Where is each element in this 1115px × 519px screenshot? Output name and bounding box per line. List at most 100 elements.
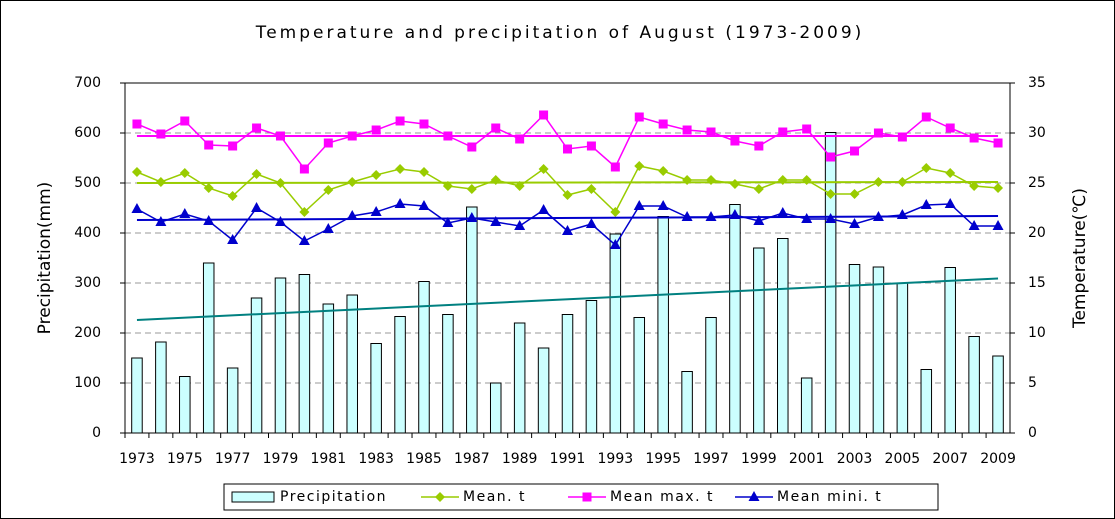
- marker: [945, 123, 955, 133]
- x-tick-label: 1991: [550, 451, 586, 467]
- marker: [729, 179, 740, 189]
- marker: [323, 138, 333, 148]
- marker: [706, 127, 716, 137]
- bar: [226, 367, 239, 434]
- y-tick-label: 0: [92, 425, 101, 441]
- legend-marker: [435, 492, 445, 502]
- x-tick-label: 2003: [837, 451, 873, 467]
- y2-axis-title: Temperature(℃): [1070, 188, 1090, 329]
- marker: [850, 146, 860, 156]
- bar: [537, 347, 550, 434]
- x-tick-label: 2007: [932, 451, 968, 467]
- bar: [872, 266, 885, 434]
- marker: [777, 207, 789, 217]
- marker: [323, 185, 334, 195]
- bar: [753, 247, 765, 434]
- marker: [873, 177, 884, 187]
- marker: [490, 175, 501, 185]
- marker: [347, 177, 358, 187]
- marker: [322, 223, 334, 233]
- marker: [371, 125, 381, 135]
- marker: [538, 204, 550, 214]
- marker: [634, 112, 644, 122]
- marker: [609, 239, 621, 249]
- marker: [825, 213, 837, 223]
- marker: [778, 127, 788, 137]
- bar: [920, 369, 933, 434]
- marker: [227, 191, 238, 201]
- x-tick-label: 1987: [454, 451, 490, 467]
- marker: [706, 175, 717, 185]
- marker: [131, 167, 142, 177]
- marker: [419, 119, 429, 129]
- y2-tick-label: 0: [1028, 425, 1037, 441]
- bar: [729, 204, 741, 434]
- marker: [969, 181, 980, 191]
- x-tick-label: 1989: [502, 451, 538, 467]
- y2-tick-label: 10: [1028, 325, 1046, 341]
- bar: [848, 264, 861, 434]
- bar: [394, 316, 406, 434]
- marker: [418, 200, 430, 210]
- legend-label: Mean max. t: [610, 489, 714, 505]
- x-tick-label: 1973: [119, 451, 155, 467]
- trend-line: [136, 277, 999, 321]
- marker: [204, 140, 214, 150]
- marker: [658, 166, 669, 176]
- marker: [682, 125, 692, 135]
- marker: [299, 164, 309, 174]
- x-tick-label: 2001: [789, 451, 825, 467]
- bar: [322, 303, 335, 434]
- bar: [824, 132, 837, 434]
- y2-tick-label: 20: [1028, 225, 1046, 241]
- marker: [179, 208, 191, 218]
- bar: [992, 355, 1004, 434]
- marker: [610, 207, 621, 217]
- marker: [131, 203, 143, 213]
- marker: [993, 183, 1004, 193]
- marker: [563, 144, 572, 154]
- marker: [155, 177, 166, 187]
- marker: [203, 183, 214, 193]
- marker: [825, 189, 836, 199]
- marker: [802, 124, 812, 134]
- marker: [490, 216, 502, 226]
- x-tick-label: 1997: [693, 451, 729, 467]
- marker: [180, 116, 190, 126]
- marker: [633, 200, 645, 210]
- marker: [466, 212, 478, 222]
- bar: [609, 233, 622, 434]
- marker: [730, 136, 740, 146]
- bar: [250, 297, 263, 434]
- marker: [227, 234, 239, 244]
- marker: [585, 218, 597, 228]
- marker: [370, 206, 382, 216]
- y-tick-label: 100: [74, 375, 101, 391]
- marker: [395, 164, 406, 174]
- y-tick-label: 400: [74, 225, 101, 241]
- bar: [896, 282, 909, 434]
- marker: [944, 198, 956, 208]
- x-tick-label: 1985: [406, 451, 442, 467]
- bar: [585, 300, 598, 434]
- marker: [610, 162, 620, 172]
- bar: [442, 314, 454, 434]
- marker: [920, 199, 932, 209]
- legend-swatch: [231, 491, 275, 503]
- bar: [968, 336, 980, 434]
- y-tick-label: 300: [74, 275, 101, 291]
- bar: [179, 376, 191, 434]
- y-tick-label: 600: [74, 125, 101, 141]
- marker: [705, 211, 717, 221]
- x-tick-label: 1983: [358, 451, 394, 467]
- x-tick-label: 1999: [741, 451, 777, 467]
- marker: [872, 211, 884, 221]
- y-tick-label: 200: [74, 325, 101, 341]
- y2-tick-label: 25: [1028, 175, 1046, 191]
- marker: [299, 207, 310, 217]
- bar: [131, 357, 143, 434]
- marker: [968, 220, 980, 230]
- bar: [657, 216, 669, 434]
